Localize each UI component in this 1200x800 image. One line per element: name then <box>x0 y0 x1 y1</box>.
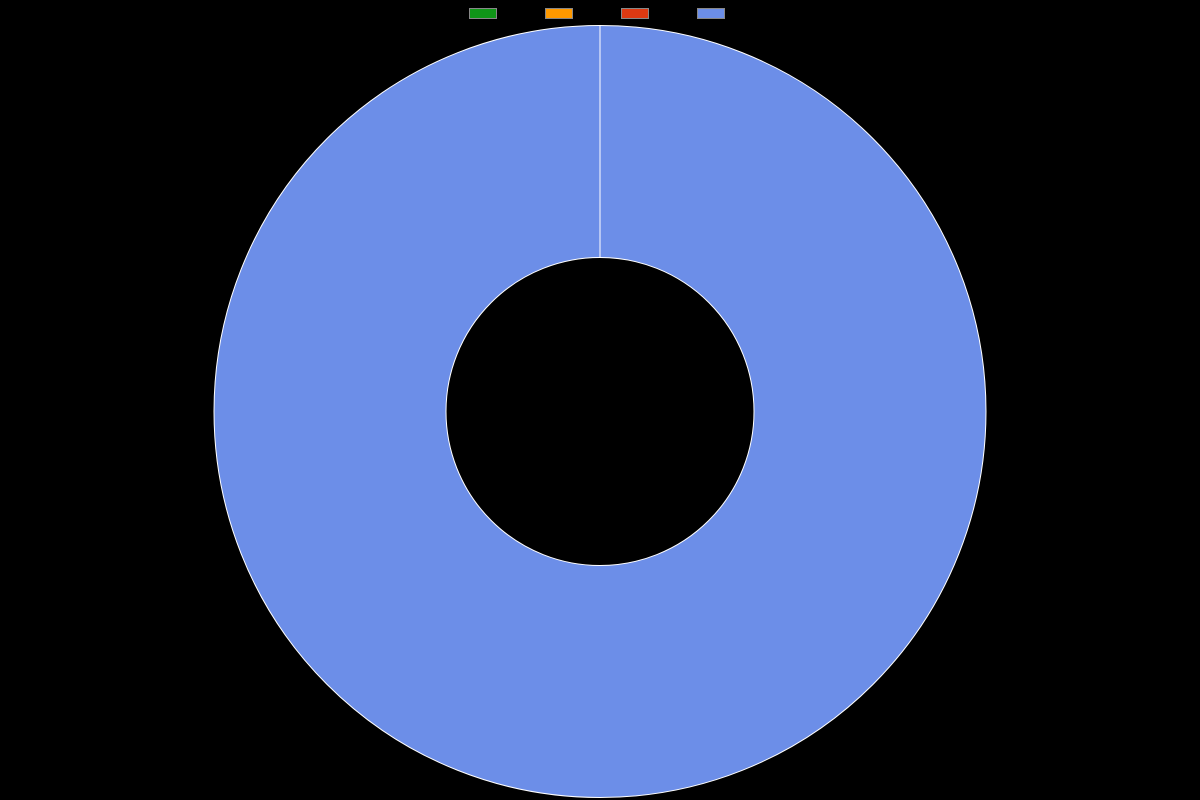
chart-container <box>0 0 1200 800</box>
legend-item[interactable] <box>545 8 579 19</box>
legend-swatch-icon <box>697 8 725 19</box>
donut-svg <box>212 24 988 800</box>
donut-chart <box>212 24 988 800</box>
legend-item[interactable] <box>469 8 503 19</box>
legend-item[interactable] <box>697 8 731 19</box>
legend-swatch-icon <box>469 8 497 19</box>
legend-item[interactable] <box>621 8 655 19</box>
legend-swatch-icon <box>621 8 649 19</box>
legend <box>469 8 731 19</box>
legend-swatch-icon <box>545 8 573 19</box>
